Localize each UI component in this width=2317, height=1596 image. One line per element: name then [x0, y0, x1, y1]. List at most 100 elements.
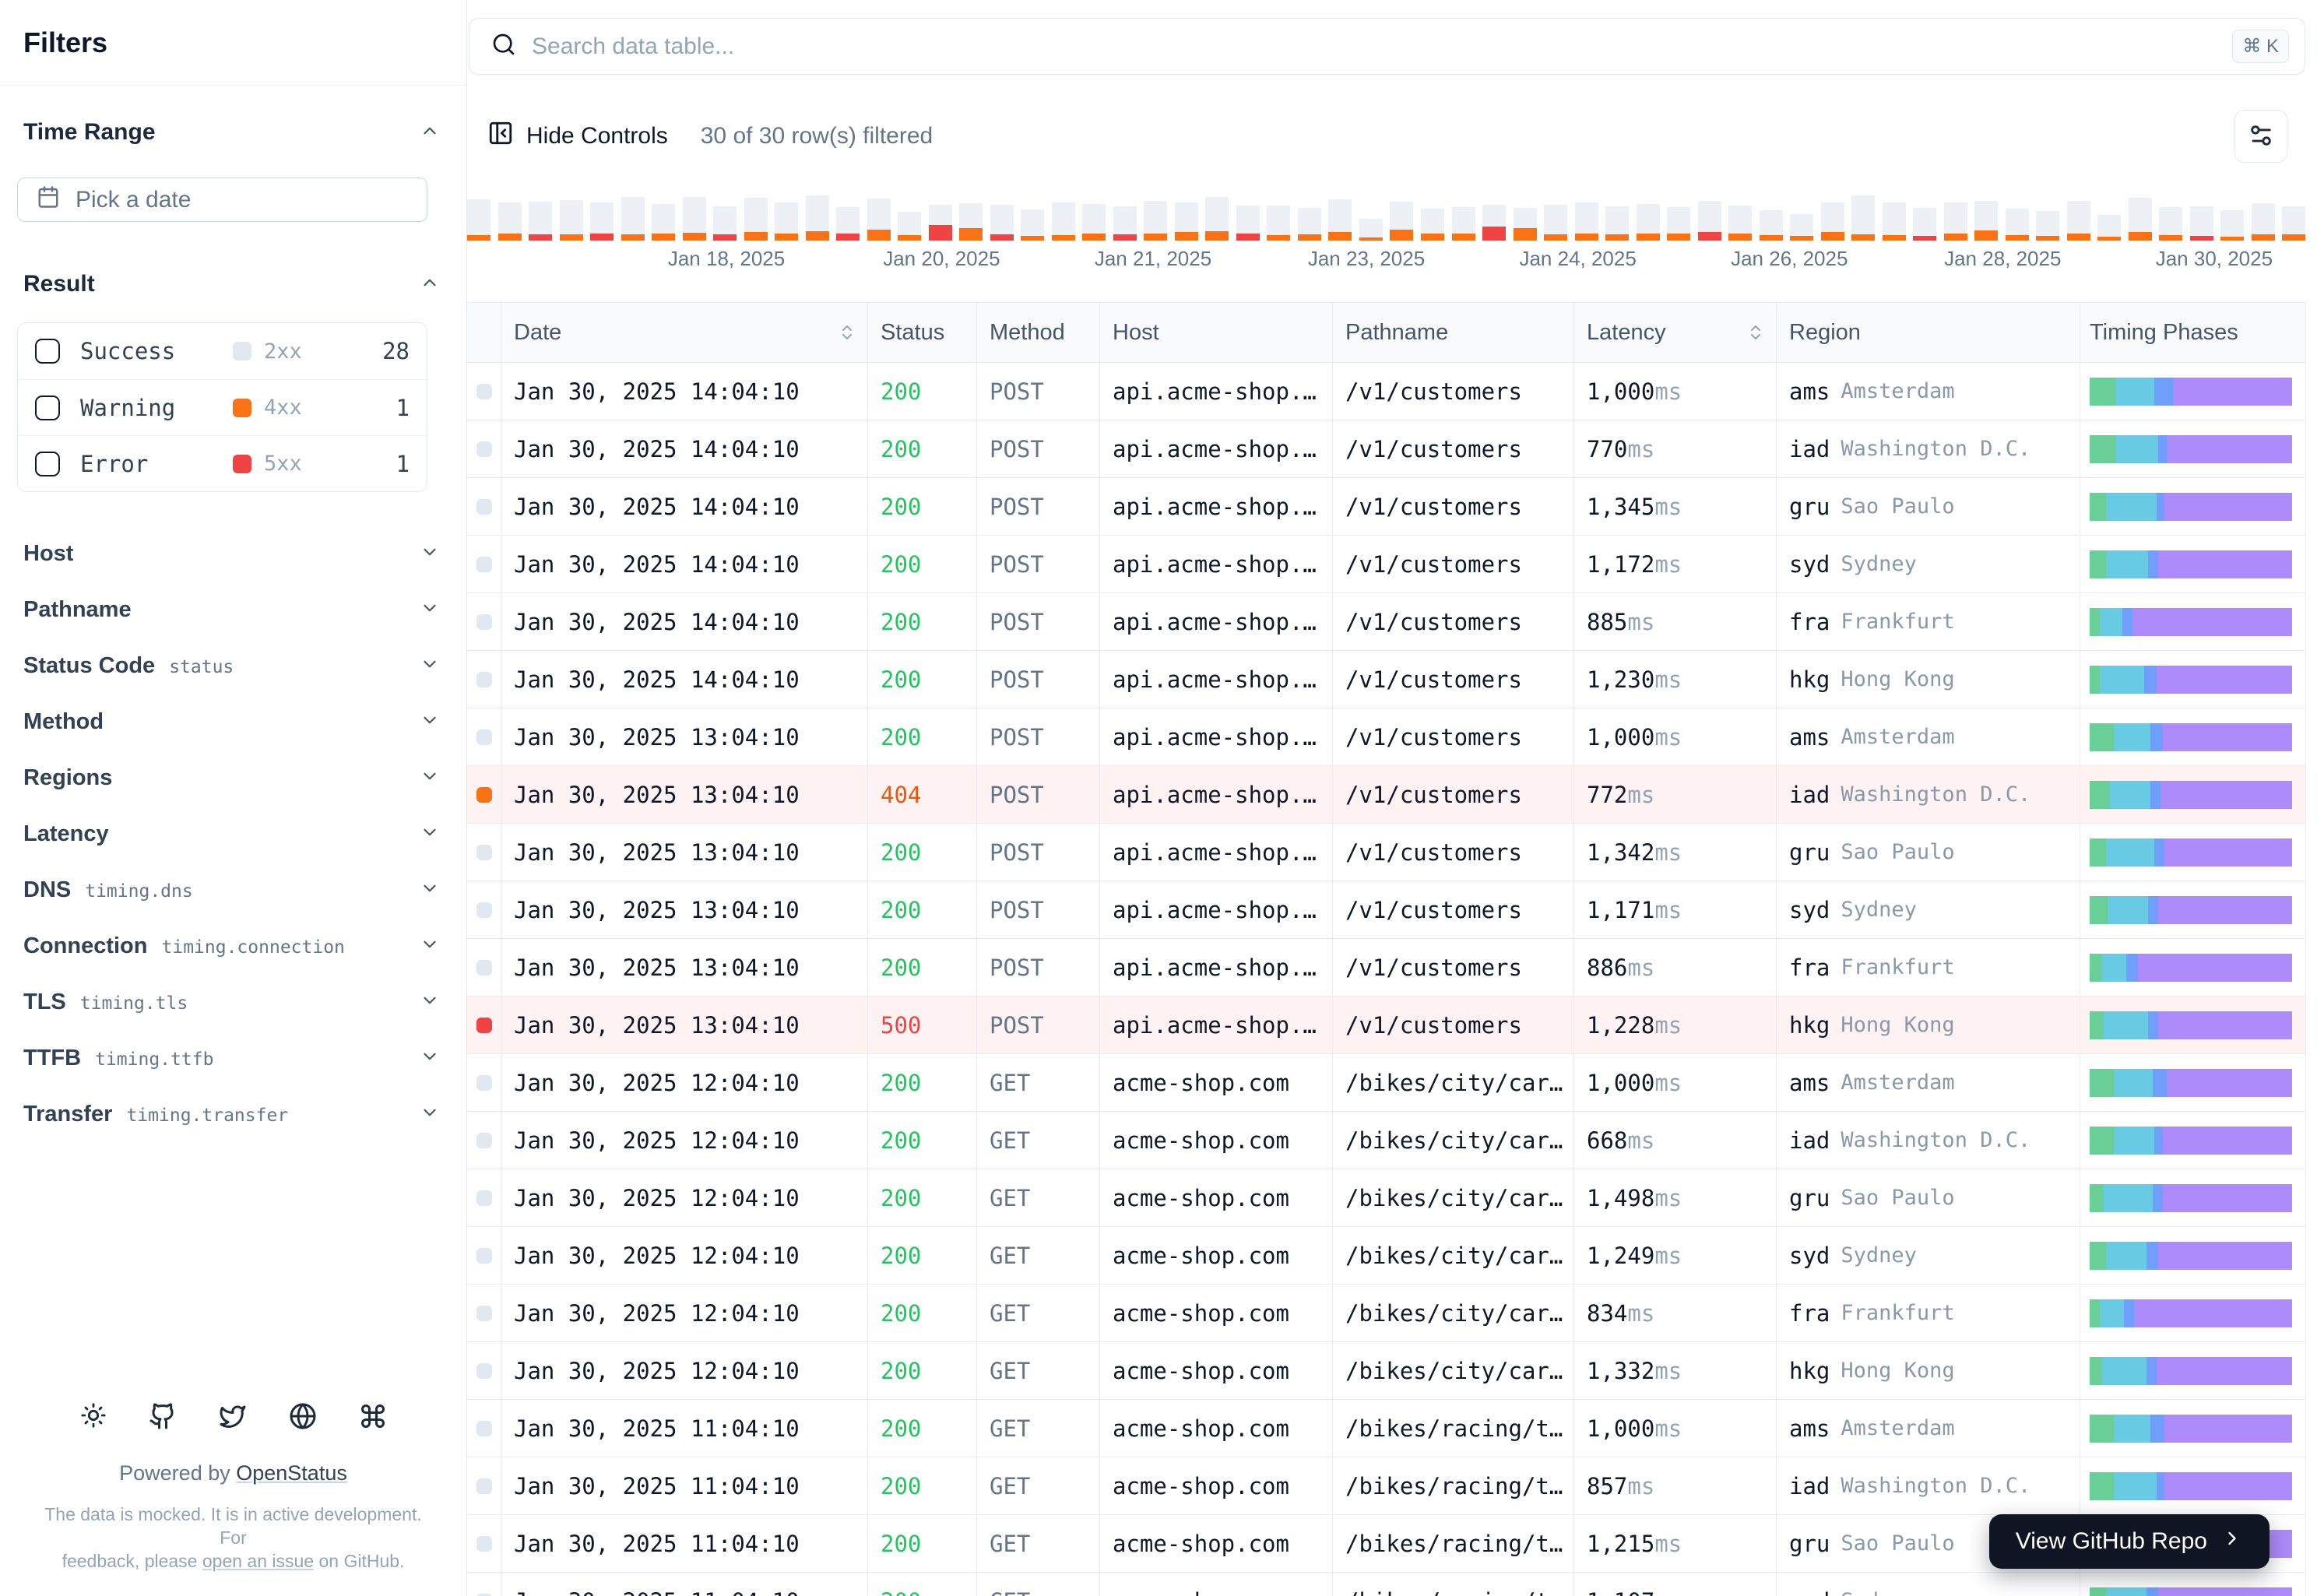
filter-section-pathname[interactable]: Pathname — [0, 582, 466, 638]
histogram-bar[interactable] — [621, 197, 645, 241]
table-row[interactable]: Jan 30, 2025 11:04:10 200 GET acme-shop.… — [467, 1573, 2306, 1596]
histogram-bar[interactable] — [2189, 206, 2213, 241]
histogram-bar[interactable] — [682, 197, 706, 241]
histogram-bar[interactable] — [1113, 206, 1137, 241]
table-row[interactable]: Jan 30, 2025 13:04:10 404 POST api.acme-… — [467, 766, 2306, 824]
histogram-bar[interactable] — [2005, 209, 2029, 241]
column-header-date[interactable]: Date — [501, 303, 868, 362]
cell-select[interactable] — [467, 651, 501, 708]
histogram-bar[interactable] — [1882, 202, 1906, 241]
table-row[interactable]: Jan 30, 2025 14:04:10 200 POST api.acme-… — [467, 651, 2306, 708]
histogram-bar[interactable] — [1728, 206, 1753, 241]
histogram-bar[interactable] — [590, 202, 614, 241]
openstatus-link[interactable]: OpenStatus — [236, 1461, 347, 1485]
histogram-bar[interactable] — [1759, 210, 1783, 241]
table-row[interactable]: Jan 30, 2025 13:04:10 200 POST api.acme-… — [467, 824, 2306, 881]
histogram-bar[interactable] — [775, 202, 799, 241]
table-row[interactable]: Jan 30, 2025 14:04:10 200 POST api.acme-… — [467, 478, 2306, 536]
twitter-icon[interactable] — [219, 1402, 247, 1430]
cell-select[interactable] — [467, 1112, 501, 1169]
histogram-bar[interactable] — [1513, 208, 1537, 241]
histogram-bar[interactable] — [2159, 207, 2183, 241]
histogram-bar[interactable] — [713, 206, 737, 241]
table-row[interactable]: Jan 30, 2025 12:04:10 200 GET acme-shop.… — [467, 1112, 2306, 1169]
histogram-bar[interactable] — [990, 205, 1014, 241]
filter-section-tls[interactable]: TLS timing.tls — [0, 974, 466, 1030]
cell-select[interactable] — [467, 881, 501, 938]
result-option-error[interactable]: Error 5xx 1 — [18, 435, 427, 491]
table-row[interactable]: Jan 30, 2025 12:04:10 200 GET acme-shop.… — [467, 1169, 2306, 1227]
histogram-bar[interactable] — [559, 200, 583, 241]
histogram-bar[interactable] — [1851, 195, 1876, 241]
cell-select[interactable] — [467, 824, 501, 881]
cell-select[interactable] — [467, 997, 501, 1053]
table-row[interactable]: Jan 30, 2025 12:04:10 200 GET acme-shop.… — [467, 1054, 2306, 1112]
view-github-repo-button[interactable]: View GitHub Repo — [1988, 1514, 2270, 1569]
cell-select[interactable] — [467, 1573, 501, 1596]
histogram-bar[interactable] — [1297, 208, 1321, 241]
histogram-bar[interactable] — [1482, 205, 1507, 241]
cell-select[interactable] — [467, 536, 501, 592]
histogram-bar[interactable] — [1267, 206, 1291, 241]
histogram-bar[interactable] — [1359, 219, 1383, 241]
histogram-bar[interactable] — [2282, 206, 2306, 241]
hide-controls-button[interactable]: Hide Controls — [487, 120, 668, 153]
histogram-bar[interactable] — [467, 199, 490, 241]
cell-select[interactable] — [467, 1285, 501, 1341]
filter-section-dns[interactable]: DNS timing.dns — [0, 862, 466, 918]
histogram-bar[interactable] — [1574, 202, 1598, 241]
histogram-bar[interactable] — [1913, 208, 1937, 241]
histogram-bar[interactable] — [1790, 214, 1814, 241]
result-option-success[interactable]: Success 2xx 28 — [18, 323, 427, 379]
table-row[interactable]: Jan 30, 2025 14:04:10 200 POST api.acme-… — [467, 420, 2306, 478]
histogram-bar[interactable] — [744, 198, 768, 241]
histogram-bar[interactable] — [2036, 211, 2060, 241]
histogram-bar[interactable] — [1544, 205, 1568, 241]
table-row[interactable]: Jan 30, 2025 14:04:10 200 POST api.acme-… — [467, 363, 2306, 420]
time-range-section-toggle[interactable]: Time Range — [0, 109, 466, 156]
cell-select[interactable] — [467, 363, 501, 420]
histogram-bar[interactable] — [1144, 201, 1168, 241]
open-issue-link[interactable]: open an issue — [202, 1551, 315, 1571]
filter-section-method[interactable]: Method — [0, 694, 466, 750]
cell-select[interactable] — [467, 1169, 501, 1226]
histogram-bar[interactable] — [2097, 215, 2122, 241]
histogram-bar[interactable] — [836, 207, 860, 241]
histogram-bar[interactable] — [1174, 202, 1198, 241]
search-input[interactable] — [532, 33, 2217, 60]
filter-section-latency[interactable]: Latency — [0, 806, 466, 862]
table-row[interactable]: Jan 30, 2025 14:04:10 200 POST api.acme-… — [467, 593, 2306, 651]
table-row[interactable]: Jan 30, 2025 14:04:10 200 POST api.acme-… — [467, 536, 2306, 593]
histogram-bar[interactable] — [498, 202, 522, 241]
histogram-bar[interactable] — [2251, 203, 2275, 241]
table-row[interactable]: Jan 30, 2025 11:04:10 200 GET acme-shop.… — [467, 1400, 2306, 1457]
github-icon[interactable] — [149, 1402, 177, 1430]
histogram-bar[interactable] — [1390, 202, 1414, 241]
histogram-bar[interactable] — [928, 205, 952, 241]
cell-select[interactable] — [467, 1054, 501, 1111]
globe-icon[interactable] — [289, 1402, 317, 1430]
histogram-bar[interactable] — [1636, 204, 1660, 241]
histogram-bar[interactable] — [1205, 197, 1229, 241]
cell-select[interactable] — [467, 1227, 501, 1284]
command-icon[interactable] — [359, 1402, 387, 1430]
table-row[interactable]: Jan 30, 2025 13:04:10 200 POST api.acme-… — [467, 939, 2306, 997]
view-options-button[interactable] — [2234, 110, 2287, 163]
histogram-bar[interactable] — [1082, 204, 1106, 241]
filter-section-regions[interactable]: Regions — [0, 750, 466, 806]
table-row[interactable]: Jan 30, 2025 12:04:10 200 GET acme-shop.… — [467, 1285, 2306, 1342]
sort-icon[interactable] — [838, 323, 856, 342]
histogram-bar[interactable] — [529, 202, 553, 241]
cell-select[interactable] — [467, 593, 501, 650]
filter-section-connection[interactable]: Connection timing.connection — [0, 918, 466, 974]
histogram-bar[interactable] — [1451, 207, 1475, 241]
filter-section-status-code[interactable]: Status Code status — [0, 638, 466, 694]
checkbox[interactable] — [35, 339, 60, 364]
histogram-bar[interactable] — [1974, 201, 1999, 241]
table-row[interactable]: Jan 30, 2025 13:04:10 500 POST api.acme-… — [467, 997, 2306, 1054]
histogram-bar[interactable] — [2128, 198, 2152, 241]
result-section-toggle[interactable]: Result — [0, 261, 466, 308]
checkbox[interactable] — [35, 395, 60, 420]
table-row[interactable]: Jan 30, 2025 11:04:10 200 GET acme-shop.… — [467, 1457, 2306, 1515]
histogram-bar[interactable] — [1236, 206, 1260, 241]
